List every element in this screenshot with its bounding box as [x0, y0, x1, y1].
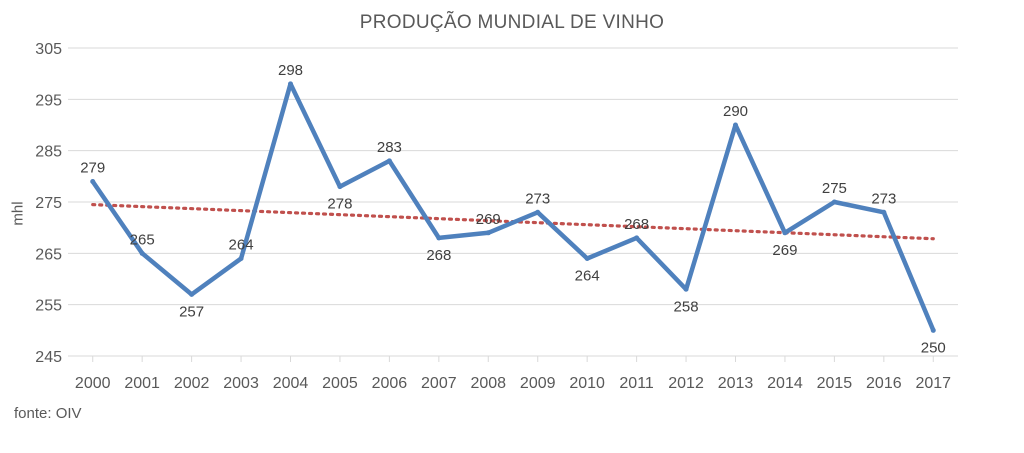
- x-tick-label: 2014: [767, 375, 803, 392]
- x-tick-label: 2010: [569, 375, 605, 392]
- data-point: [930, 327, 936, 333]
- data-label: 264: [575, 267, 600, 284]
- x-tick-label: 2011: [619, 375, 654, 392]
- x-tick-label: 2013: [718, 375, 754, 392]
- data-point: [535, 209, 541, 215]
- data-point: [189, 291, 195, 297]
- data-point: [337, 184, 343, 190]
- x-tick-label: 2001: [124, 375, 160, 392]
- data-point: [139, 250, 145, 256]
- data-point: [881, 209, 887, 215]
- x-tick-label: 2000: [75, 375, 111, 392]
- data-point: [634, 235, 640, 241]
- x-tick-label: 2006: [372, 375, 408, 392]
- y-tick-label: 255: [35, 298, 62, 315]
- y-tick-label: 305: [35, 41, 62, 58]
- data-point: [238, 255, 244, 261]
- x-tick-label: 2002: [174, 375, 210, 392]
- chart-title: PRODUÇÃO MUNDIAL DE VINHO: [359, 12, 665, 33]
- y-tick-label: 245: [35, 349, 62, 366]
- y-tick-label: 275: [35, 195, 62, 212]
- data-label: 268: [624, 216, 649, 233]
- x-tick-label: 2012: [668, 375, 704, 392]
- series-line: [90, 81, 936, 333]
- x-tick-label: 2004: [273, 375, 309, 392]
- x-tick-label: 2003: [223, 375, 259, 392]
- x-tick-label: 2009: [520, 375, 556, 392]
- x-tick-label: 2008: [470, 375, 506, 392]
- data-label: 250: [921, 339, 946, 356]
- data-point: [831, 199, 837, 205]
- data-label: 269: [476, 211, 501, 228]
- data-label: 264: [229, 236, 254, 253]
- data-label: 258: [674, 298, 699, 315]
- data-point: [782, 230, 788, 236]
- data-label: 283: [377, 139, 402, 156]
- data-label: 298: [278, 62, 303, 79]
- data-point: [733, 122, 738, 128]
- x-tick-label: 2007: [421, 375, 457, 392]
- x-tick-label: 2005: [322, 375, 358, 392]
- data-label: 265: [130, 231, 155, 248]
- data-point: [436, 235, 442, 241]
- data-point: [683, 286, 689, 292]
- data-point: [485, 230, 491, 236]
- data-point: [90, 178, 96, 184]
- data-point: [288, 81, 293, 87]
- data-label: 269: [772, 242, 797, 259]
- y-tick-label: 285: [35, 144, 62, 161]
- y-tick-label: 295: [35, 92, 62, 109]
- y-tick-label: 265: [35, 246, 62, 263]
- x-tick-label: 2017: [915, 375, 951, 392]
- data-label: 290: [723, 103, 748, 120]
- data-label: 257: [179, 303, 204, 320]
- data-label: 268: [426, 247, 451, 264]
- data-label: 273: [525, 190, 550, 207]
- data-point: [386, 158, 392, 164]
- data-label: 279: [80, 159, 105, 176]
- data-point: [584, 255, 590, 261]
- data-label: 278: [327, 196, 352, 213]
- x-tick-label: 2015: [817, 375, 853, 392]
- data-label: 273: [871, 190, 896, 207]
- x-tick-label: 2016: [866, 375, 902, 392]
- data-label: 275: [822, 180, 847, 197]
- source-note: fonte: OIV: [14, 405, 82, 422]
